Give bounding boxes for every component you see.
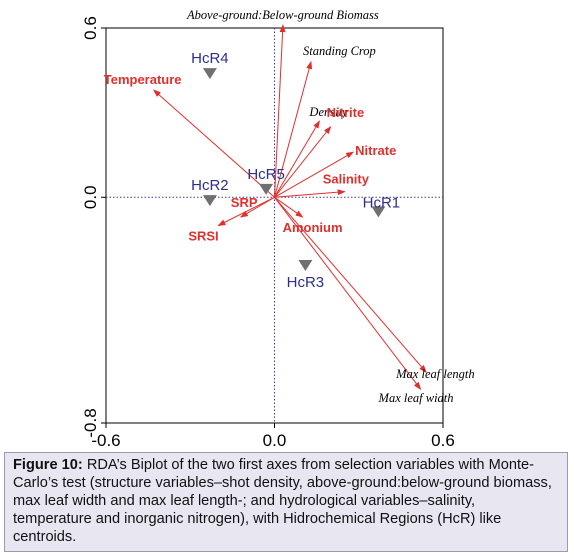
label-standing-crop: Standing Crop: [303, 44, 376, 58]
x-tick-label: -0.6: [91, 431, 120, 450]
label-temperature: Temperature: [104, 72, 182, 87]
centroid-marker-hcr1: [371, 206, 386, 218]
label-srp: SRP: [231, 195, 258, 210]
vector-max-leaf-length: [274, 196, 427, 373]
vector-nitrate: [274, 151, 355, 198]
figure-caption: Figure 10: RDA’s Biplot of the two first…: [4, 452, 568, 552]
vector-temperature: [152, 89, 275, 198]
label-nitrite: Nitrite: [327, 105, 365, 120]
vector-standing-crop: [274, 60, 313, 198]
label-srsi: SRSI: [188, 229, 218, 244]
centroid-marker-hcr2: [202, 195, 217, 207]
centroid-label-hcr5: HcR5: [247, 166, 285, 183]
x-tick-label: 0.0: [263, 431, 287, 450]
vector-max-leaf-width: [274, 196, 422, 390]
vector-above-ground-below-ground-biomass: [274, 24, 286, 198]
label-above-ground-below-ground-biomass: Above-ground:Below-ground Biomass: [186, 8, 379, 22]
vector-srsi: [217, 196, 275, 226]
caption-text: RDA’s Biplot of the two first axes from …: [13, 457, 552, 545]
label-max-leaf-width: Max leaf width: [378, 391, 454, 405]
label-salinity: Salinity: [323, 172, 370, 187]
label-density: Density: [308, 105, 348, 119]
x-tick-label: 0.6: [431, 431, 455, 450]
label-nitrate: Nitrate: [355, 143, 396, 158]
centroid-marker-hcr4: [202, 68, 217, 80]
label-max-leaf-length: Max leaf length: [395, 367, 474, 381]
vector-amonium: [274, 196, 304, 218]
y-tick-label: -0.8: [81, 408, 100, 437]
centroid-label-hcr2: HcR2: [191, 177, 229, 194]
vector-density: [274, 120, 320, 198]
vector-nitrite: [274, 125, 332, 198]
caption-figure-label: Figure 10:: [13, 457, 83, 473]
centroid-label-hcr1: HcR1: [363, 194, 401, 211]
centroid-marker-hcr3: [298, 260, 313, 271]
rda-biplot: -0.6 0.0 0.6 0.6 0.0 -0.8 Above-ground:Below-…: [81, 8, 475, 450]
centroid-label-hcr3: HcR3: [287, 274, 325, 291]
y-tick-label: 0.0: [81, 185, 100, 209]
centroid-marker-hcr5: [259, 183, 274, 195]
y-tick-label: 0.6: [81, 16, 100, 40]
centroid-label-hcr4: HcR4: [191, 50, 229, 67]
vector-salinity: [274, 189, 346, 198]
label-amonium: Amonium: [283, 220, 343, 235]
